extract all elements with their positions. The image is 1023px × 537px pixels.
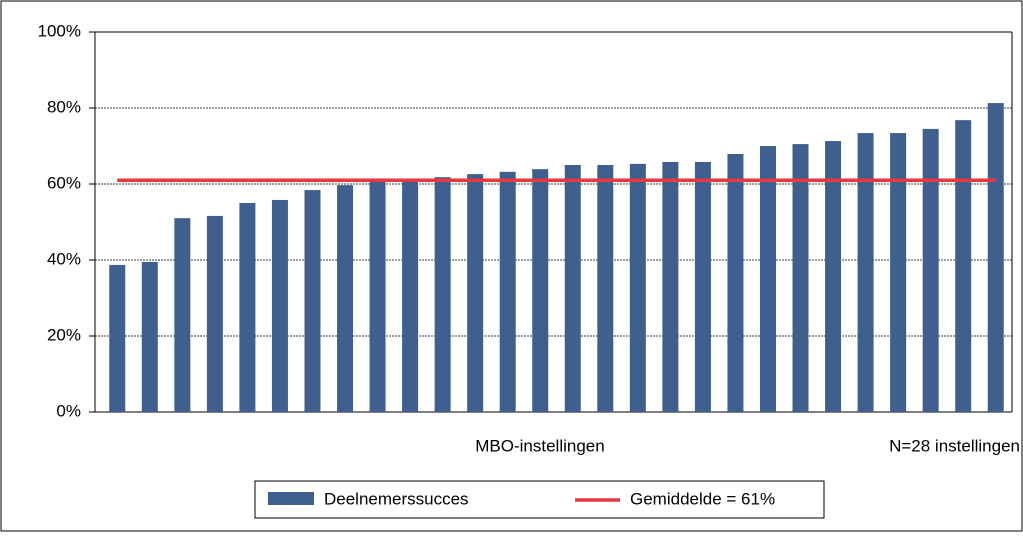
bar [499, 171, 516, 412]
bar [857, 133, 874, 412]
bar [694, 161, 711, 412]
bar [727, 153, 744, 413]
bar [532, 169, 549, 412]
bar [174, 218, 191, 412]
bar [434, 177, 451, 412]
bar [759, 146, 776, 412]
y-tick-label: 60% [47, 173, 81, 192]
bar [890, 133, 907, 412]
bar [597, 165, 614, 412]
bar [987, 103, 1004, 412]
bar [629, 163, 646, 412]
x-axis-label: MBO-instellingen [475, 436, 604, 455]
bar [206, 215, 223, 412]
bar [369, 179, 386, 412]
bar [955, 120, 972, 412]
bar [402, 179, 419, 412]
bar [141, 261, 158, 412]
y-tick-label: 20% [47, 325, 81, 344]
bar [239, 203, 256, 412]
y-tick-label: 40% [47, 249, 81, 268]
bar [662, 161, 679, 412]
annotation: N=28 instellingen [889, 436, 1020, 455]
y-tick-label: 0% [56, 401, 81, 420]
y-tick-label: 80% [47, 97, 81, 116]
bar [922, 128, 939, 412]
bar [109, 264, 126, 412]
bar [792, 144, 809, 412]
bar [564, 165, 581, 412]
bar [825, 141, 842, 412]
legend-swatch [268, 492, 314, 505]
bar [304, 190, 321, 412]
y-tick-label: 100% [38, 21, 81, 40]
legend-label: Gemiddelde = 61% [630, 489, 775, 508]
legend [254, 480, 825, 519]
bar [337, 185, 354, 412]
bar [271, 199, 288, 412]
bar [467, 174, 484, 412]
legend-label: Deelnemerssucces [324, 489, 469, 508]
